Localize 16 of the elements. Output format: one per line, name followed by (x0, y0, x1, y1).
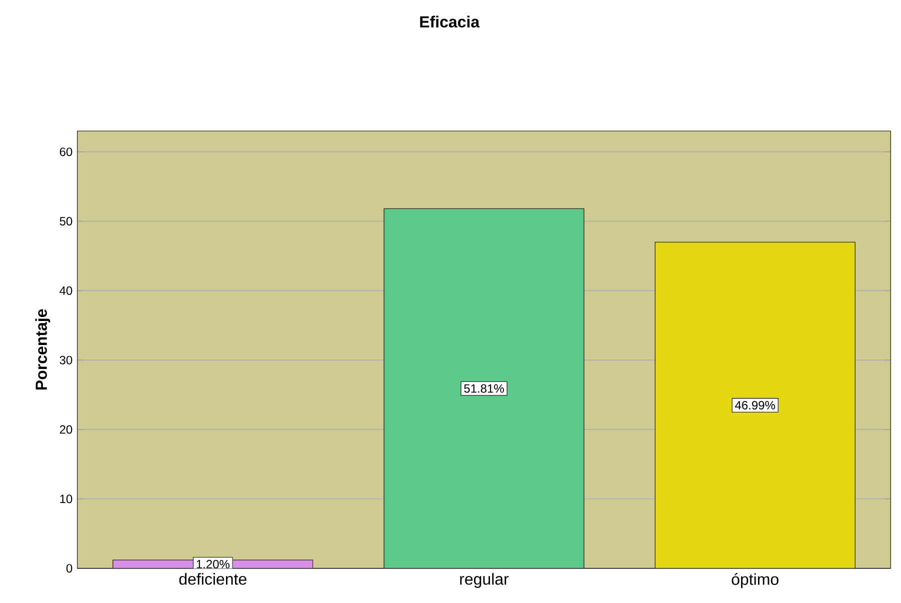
y-tick-label: 40 (60, 286, 72, 295)
y-tick-label: 0 (66, 564, 72, 573)
x-tick-label: regular (460, 573, 509, 588)
x-tick-label: deficiente (179, 573, 246, 585)
chart-title: Eficacia (420, 16, 480, 28)
data-label: 1.20% (196, 560, 230, 568)
x-tick-label: óptimo (732, 573, 778, 588)
bar (384, 208, 584, 568)
y-tick-label: 10 (60, 494, 72, 504)
y-tick-label: 30 (60, 356, 72, 364)
data-label: 51.81% (464, 384, 504, 393)
y-tick-label: 50 (60, 216, 72, 226)
y-tick-label: 60 (60, 148, 72, 156)
data-label: 46.99% (735, 400, 776, 410)
y-tick-label: 20 (60, 425, 72, 434)
y-axis-title: Porcentaje (35, 309, 50, 390)
